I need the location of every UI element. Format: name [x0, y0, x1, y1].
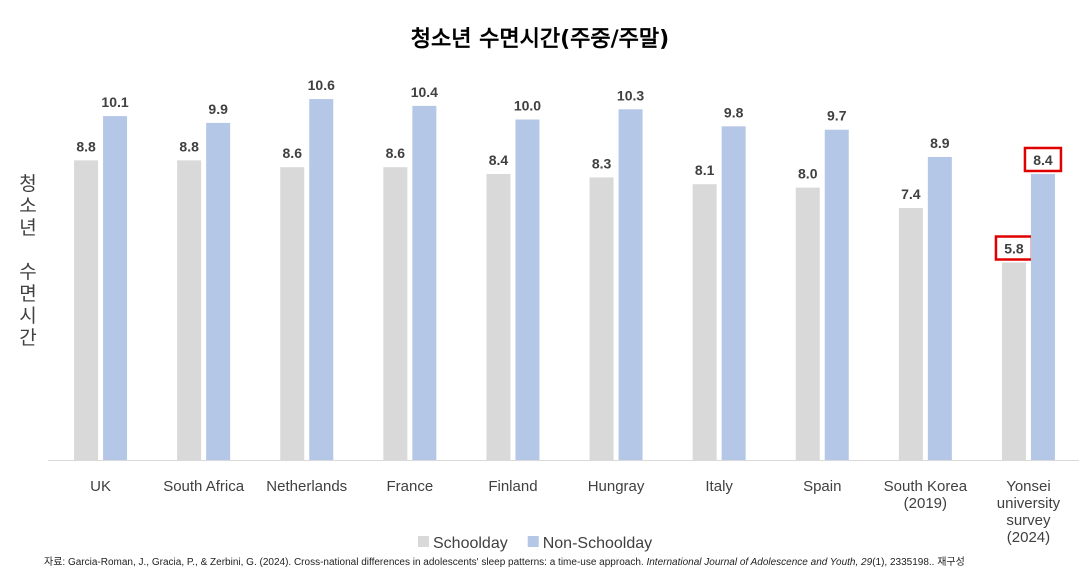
bar-schoolday: [280, 167, 305, 461]
data-label: 8.0: [798, 166, 818, 182]
legend-label: Non-Schoolday: [543, 535, 652, 552]
data-label: 5.8: [1004, 241, 1024, 257]
legend-label: Schoolday: [433, 535, 508, 552]
data-label: 9.9: [208, 101, 228, 117]
x-tick-label: Italy: [705, 478, 733, 495]
x-tick-label: Hungray: [588, 478, 645, 495]
bar-schoolday: [177, 160, 202, 461]
bar-non-schoolday: [412, 105, 437, 460]
bar-schoolday: [898, 208, 923, 460]
data-label: 8.8: [179, 138, 199, 154]
data-label: 10.0: [514, 98, 541, 114]
source-prefix: 자료: Garcia-Roman, J., Gracia, P., & Zerb…: [44, 557, 647, 568]
bar-non-schoolday: [721, 126, 746, 460]
x-tick-label: France: [387, 478, 434, 495]
data-label: 8.3: [592, 155, 612, 171]
x-tick-label: South Africa: [163, 478, 245, 495]
x-tick-label: university: [997, 495, 1061, 512]
data-label: 10.1: [101, 94, 128, 110]
data-label: 9.7: [827, 108, 847, 124]
data-label: 7.4: [901, 186, 921, 202]
data-label: 8.6: [283, 145, 303, 161]
x-tick-label: Spain: [803, 478, 841, 495]
chart-title: 청소년 수면시간(주중/주말): [411, 27, 669, 52]
source-journal: International Journal of Adolescence and…: [646, 557, 873, 568]
source-note: 자료: Garcia-Roman, J., Gracia, P., & Zerb…: [44, 553, 965, 568]
x-tick-label: South Korea: [884, 478, 968, 495]
data-label: 8.6: [386, 145, 406, 161]
data-label: 8.4: [489, 152, 509, 168]
bar-non-schoolday: [103, 116, 128, 460]
bar-non-schoolday: [1030, 173, 1055, 461]
bar-non-schoolday: [515, 119, 540, 460]
bar-non-schoolday: [927, 156, 952, 460]
bar-schoolday: [74, 160, 99, 461]
data-label: 8.4: [1033, 152, 1053, 168]
bar-non-schoolday: [618, 109, 643, 460]
bar-non-schoolday: [824, 129, 849, 460]
data-label: 8.9: [930, 135, 950, 151]
legend-swatch: [527, 536, 539, 547]
data-label: 8.8: [76, 138, 96, 154]
source-suffix: (1), 2335198.. 재구성: [872, 557, 965, 568]
data-label: 10.4: [411, 84, 438, 100]
x-tick-label: UK: [90, 478, 111, 495]
legend-swatch: [418, 536, 429, 547]
x-tick-label: survey: [1006, 512, 1051, 529]
bar-schoolday: [486, 173, 511, 461]
data-label: 9.8: [724, 104, 744, 120]
data-label: 10.3: [617, 87, 644, 103]
bar-schoolday: [1001, 262, 1026, 460]
bar-schoolday: [795, 187, 820, 460]
highlight-box: [1023, 146, 1063, 173]
data-label: 10.6: [308, 77, 335, 93]
x-tick-label: Yonsei: [1006, 478, 1051, 495]
bar-non-schoolday: [309, 99, 334, 460]
bar-schoolday: [383, 167, 408, 461]
bar-schoolday: [692, 184, 717, 460]
data-label: 8.1: [695, 162, 715, 178]
x-tick-label: Finland: [488, 478, 537, 495]
x-tick-label: (2024): [1007, 529, 1050, 546]
x-tick-label: Netherlands: [266, 478, 347, 495]
bar-schoolday: [589, 177, 614, 460]
bar-non-schoolday: [206, 122, 231, 460]
x-tick-label: (2019): [904, 495, 947, 512]
